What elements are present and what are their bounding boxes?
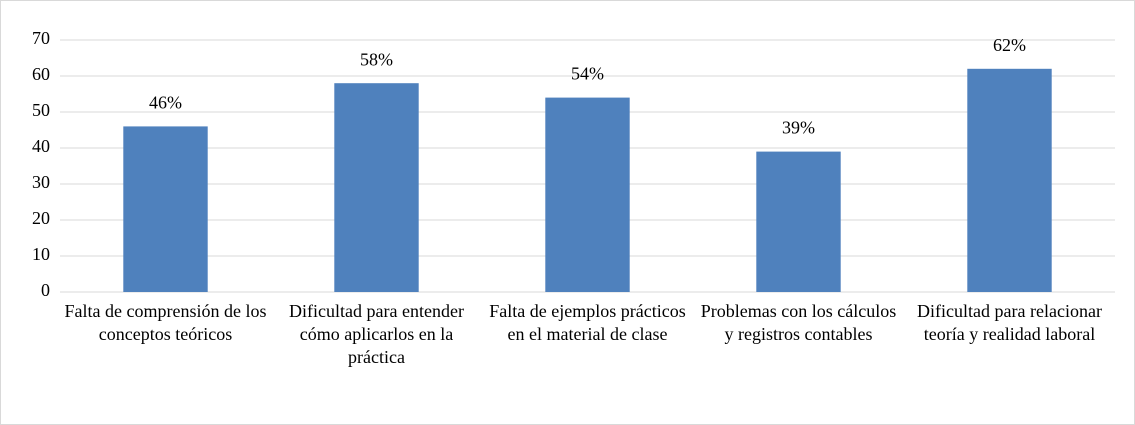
y-tick-label: 30 (32, 172, 50, 192)
y-tick-label: 0 (41, 280, 50, 300)
bar (967, 68, 1052, 292)
x-tick-label: Problemas con los cálculos y registros c… (700, 301, 897, 344)
y-tick-label: 70 (32, 28, 50, 48)
x-tick-label: Falta de ejemplos prácticos en el materi… (489, 301, 686, 344)
bar (756, 151, 841, 292)
value-label: 39% (782, 118, 815, 138)
y-tick-label: 60 (32, 64, 50, 84)
bar (545, 97, 630, 292)
value-label: 54% (571, 64, 604, 84)
y-tick-label: 50 (32, 100, 50, 120)
y-tick-label: 20 (32, 208, 50, 228)
x-tick-label: Dificultad para relacionar teoría y real… (917, 301, 1102, 344)
y-tick-label: 10 (32, 244, 50, 264)
value-label: 58% (360, 49, 393, 69)
x-tick-label: Falta de comprensión de los conceptos te… (64, 301, 267, 344)
bar (334, 83, 419, 292)
value-label: 46% (149, 93, 182, 113)
bar (123, 126, 208, 293)
x-tick-label: Dificultad para entender cómo aplicarlos… (289, 301, 464, 367)
y-tick-label: 40 (32, 136, 50, 156)
value-label: 62% (993, 35, 1026, 55)
